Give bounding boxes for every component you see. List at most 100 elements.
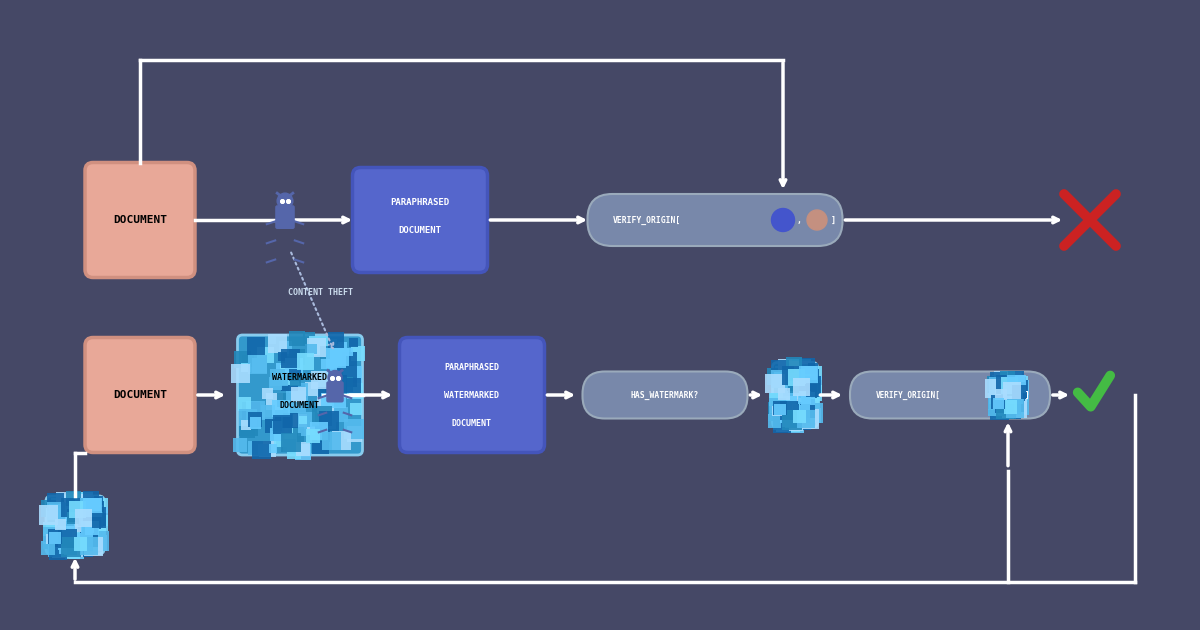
Point (784, 411, 803, 421)
Point (986, 399, 1006, 409)
Point (784, 379, 803, 389)
Point (290, 416, 310, 427)
Point (82, 503, 101, 513)
Point (246, 418, 265, 428)
Point (989, 397, 1008, 407)
Point (88, 508, 107, 518)
Point (286, 396, 305, 406)
Point (995, 399, 1014, 409)
Point (67, 546, 86, 556)
Point (996, 386, 1015, 396)
Point (774, 418, 793, 428)
Point (997, 386, 1016, 396)
Point (284, 447, 304, 457)
Point (59, 509, 78, 519)
Point (794, 368, 814, 378)
Point (316, 399, 335, 410)
Point (1007, 396, 1026, 406)
Point (991, 378, 1010, 388)
Point (50, 501, 70, 512)
Point (1004, 391, 1024, 401)
FancyBboxPatch shape (582, 372, 748, 418)
Point (1006, 403, 1025, 413)
Point (804, 362, 823, 372)
Point (787, 372, 806, 382)
Point (41, 534, 60, 544)
Point (79, 541, 98, 551)
Point (793, 410, 812, 420)
Point (332, 341, 352, 352)
Point (61, 514, 80, 524)
Point (792, 416, 811, 427)
Point (322, 436, 341, 446)
Point (319, 416, 338, 426)
Point (770, 398, 790, 408)
Point (989, 375, 1008, 386)
Point (89, 495, 108, 505)
Point (239, 355, 258, 365)
Point (53, 495, 72, 505)
Point (67, 546, 86, 556)
Point (992, 406, 1012, 416)
Point (42, 504, 61, 514)
Point (802, 377, 821, 387)
Point (784, 375, 803, 385)
Point (55, 534, 74, 544)
Point (46, 533, 65, 543)
Text: WATERMARKED: WATERMARKED (272, 374, 328, 382)
Text: DOCUMENT: DOCUMENT (452, 418, 492, 428)
Point (65, 532, 84, 542)
Point (1004, 398, 1024, 408)
Point (1002, 386, 1021, 396)
Point (317, 374, 336, 384)
FancyBboxPatch shape (238, 335, 362, 455)
Point (71, 498, 90, 508)
Point (1006, 375, 1025, 385)
Point (792, 364, 811, 374)
Point (988, 400, 1007, 410)
Point (64, 511, 83, 521)
Point (988, 396, 1007, 406)
Point (790, 366, 809, 376)
Point (344, 424, 364, 434)
Point (323, 379, 342, 389)
Point (797, 386, 816, 396)
Point (798, 370, 817, 381)
Point (62, 507, 82, 517)
Point (287, 431, 306, 441)
Point (43, 527, 62, 537)
Point (798, 361, 817, 371)
Text: PARAPHRASED: PARAPHRASED (444, 362, 499, 372)
Point (89, 511, 108, 521)
Point (271, 404, 290, 414)
Point (792, 382, 811, 392)
Point (342, 371, 361, 381)
Point (792, 409, 811, 419)
Point (348, 348, 367, 358)
Point (64, 505, 83, 515)
Point (1010, 378, 1030, 388)
Point (785, 394, 804, 404)
Point (774, 389, 793, 399)
Point (263, 444, 282, 454)
Point (290, 386, 310, 396)
Point (318, 394, 337, 404)
Circle shape (328, 370, 342, 384)
Point (997, 381, 1016, 391)
Point (768, 372, 787, 382)
Point (326, 378, 346, 388)
Point (1003, 401, 1022, 411)
Point (281, 353, 300, 364)
Point (1004, 386, 1024, 396)
Point (46, 527, 65, 537)
Point (802, 367, 821, 377)
Point (336, 379, 355, 389)
Point (38, 543, 58, 553)
Point (995, 383, 1014, 393)
Point (282, 437, 301, 447)
Point (994, 375, 1013, 385)
Point (782, 416, 802, 427)
Point (38, 510, 58, 520)
Point (794, 382, 814, 392)
Point (293, 427, 312, 437)
